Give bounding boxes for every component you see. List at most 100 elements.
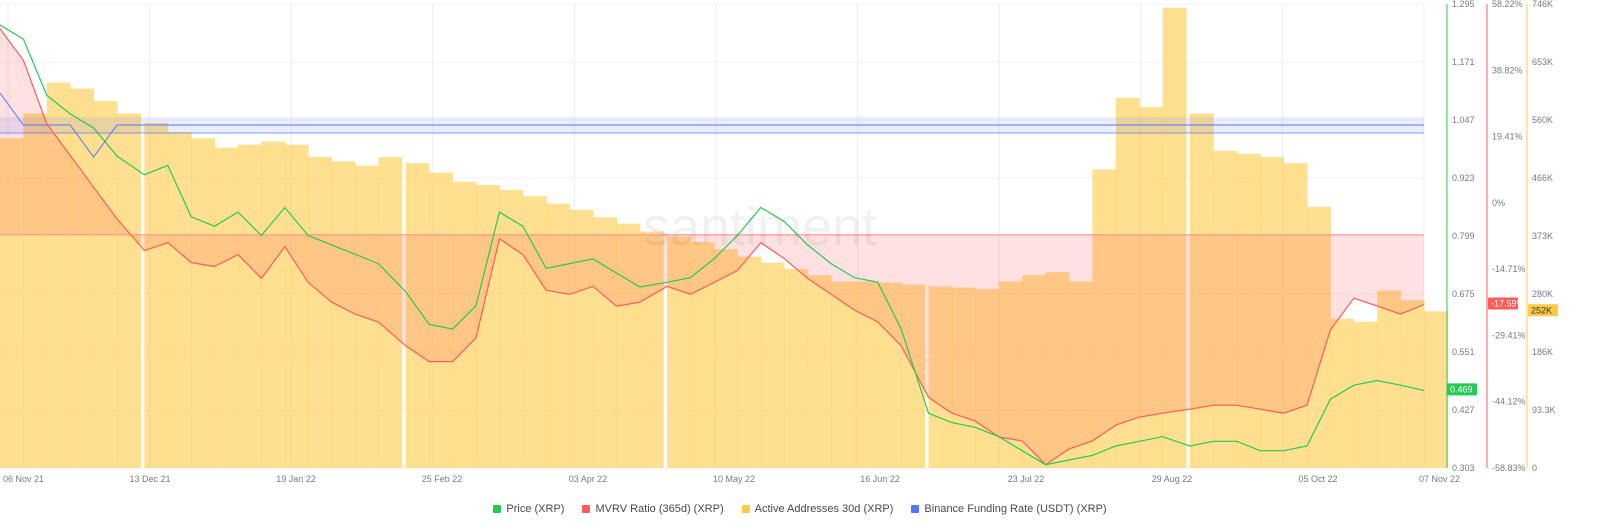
bar-active-addresses <box>452 181 477 468</box>
legend-label-addresses: Active Addresses 30d (XRP) <box>754 503 894 515</box>
series-mvrv-area <box>0 28 1424 465</box>
legend-item-funding[interactable]: Binance Funding Rate (USDT) (XRP) <box>911 503 1107 515</box>
axis-price-tick-label: 0.427 <box>1452 405 1475 415</box>
bar-active-addresses <box>593 217 617 468</box>
bar-active-addresses <box>167 132 192 468</box>
bar-active-addresses <box>1330 318 1355 468</box>
watermark: santiment <box>643 197 877 257</box>
axis-addresses-tick-label: 93.3K <box>1532 405 1556 415</box>
bar-active-addresses <box>261 141 286 468</box>
bar-active-addresses <box>854 281 879 468</box>
bar-active-addresses <box>784 269 809 468</box>
bar-active-addresses <box>405 163 430 468</box>
legend-swatch-mvrv <box>582 505 591 513</box>
x-axis-tick-label: 25 Feb 22 <box>422 474 463 484</box>
bar-active-addresses <box>667 236 691 468</box>
axis-mvrv-tick-label: 0% <box>1492 198 1505 208</box>
bar-active-addresses <box>1045 272 1070 468</box>
legend-item-price[interactable]: Price (XRP) <box>493 503 564 515</box>
bar-active-addresses <box>877 282 902 468</box>
bar-active-addresses <box>1424 311 1448 468</box>
bar-active-addresses <box>1283 163 1308 468</box>
x-axis-tick-label: 06 Nov 21 <box>3 474 44 484</box>
bar-active-addresses <box>690 242 715 468</box>
bar-active-addresses <box>331 161 356 468</box>
x-axis-tick-label: 13 Dec 21 <box>129 474 170 484</box>
bar-active-addresses <box>238 144 262 468</box>
bar-active-addresses <box>191 138 216 469</box>
axis-addresses-tick-label: 560K <box>1532 115 1553 125</box>
bar-active-addresses <box>546 203 571 468</box>
axis-price-tick-label: 0.551 <box>1452 347 1475 357</box>
axis-price-tick-label: 0.923 <box>1452 173 1475 183</box>
axis-mvrv-tick-label: 38.82% <box>1492 65 1523 75</box>
bar-active-addresses <box>144 122 169 469</box>
bar-active-addresses <box>0 138 24 469</box>
bar-active-addresses <box>998 281 1023 468</box>
bar-active-addresses <box>284 144 309 468</box>
bar-active-addresses <box>1162 7 1187 468</box>
axis-price-tick-label: 0.303 <box>1452 463 1475 473</box>
axis-price-tick-label: 1.047 <box>1452 115 1475 125</box>
svg-text:252K: 252K <box>1531 305 1552 315</box>
bar-active-addresses <box>429 172 454 468</box>
bar-active-addresses <box>760 262 785 468</box>
axis-price-tick-label: 1.171 <box>1452 57 1475 67</box>
bar-active-addresses <box>951 287 976 468</box>
axis-mvrv-tick-label: 58.22% <box>1492 0 1523 9</box>
bar-active-addresses <box>1236 153 1261 468</box>
axis-addresses-tick-label: 466K <box>1532 173 1553 183</box>
legend-item-mvrv[interactable]: MVRV Ratio (365d) (XRP) <box>582 503 724 515</box>
bar-active-addresses <box>499 190 524 468</box>
bar-active-addresses <box>1377 290 1402 468</box>
x-axis-tick-label: 23 Jul 22 <box>1008 474 1045 484</box>
legend-item-addresses[interactable]: Active Addresses 30d (XRP) <box>741 503 894 515</box>
bar-active-addresses <box>46 82 71 469</box>
series-price <box>0 24 1425 466</box>
chart-legend: Price (XRP) MVRV Ratio (365d) (XRP) Acti… <box>0 500 1600 518</box>
axis-price-tick-label: 1.295 <box>1452 0 1475 9</box>
x-axis-tick-label: 03 Apr 22 <box>569 474 608 484</box>
legend-label-price: Price (XRP) <box>506 503 565 515</box>
bar-active-addresses <box>1307 206 1331 469</box>
axis-mvrv-tick-label: -44.12% <box>1492 397 1526 407</box>
bar-active-addresses <box>1213 150 1238 469</box>
svg-text:-17.59%: -17.59% <box>1491 299 1525 309</box>
axis-addresses-tick-label: 280K <box>1532 289 1553 299</box>
axis-price-tick-label: 0.675 <box>1452 289 1475 299</box>
bar-active-addresses <box>616 223 641 468</box>
bar-active-addresses <box>70 88 95 468</box>
series-mvrv <box>0 28 1425 466</box>
bar-active-addresses <box>639 231 664 468</box>
svg-text:0.469: 0.469 <box>1450 384 1473 394</box>
bar-active-addresses <box>737 256 762 468</box>
bar-active-addresses <box>1092 169 1117 468</box>
axis-price-tick-label: 0.799 <box>1452 231 1475 241</box>
bar-active-addresses <box>928 286 953 468</box>
axis-mvrv-tick-label: -29.41% <box>1492 330 1526 340</box>
axis-mvrv-tick-label: 19.41% <box>1492 132 1523 142</box>
axis-mvrv-tick-label: -58.83% <box>1492 463 1526 473</box>
legend-swatch-funding <box>911 505 920 513</box>
bar-active-addresses <box>23 113 48 468</box>
bar-active-addresses <box>714 249 738 468</box>
axis-mvrv-tick-label: -14.71% <box>1492 264 1526 274</box>
chart-canvas: santiment 1.295 1.171 1.047 0.923 0.799 0.675 0… <box>0 0 1558 484</box>
axis-addresses-tick-label: 186K <box>1532 347 1553 357</box>
bar-active-addresses <box>355 165 379 468</box>
badge-mvrv-current: -17.59% <box>1488 297 1525 310</box>
legend-label-mvrv: MVRV Ratio (365d) (XRP) <box>595 503 724 515</box>
series-active-addresses <box>0 7 1448 469</box>
legend-swatch-price <box>493 505 502 513</box>
x-axis-tick-label: 10 May 22 <box>713 474 755 484</box>
bar-active-addresses <box>476 185 500 468</box>
bar-active-addresses <box>1069 281 1093 468</box>
x-axis-tick-label: 19 Jan 22 <box>276 474 316 484</box>
legend-swatch-addresses <box>741 505 750 513</box>
x-axis-tick-label: 05 Oct 22 <box>1298 474 1337 484</box>
x-axis-tick-label: 29 Aug 22 <box>1152 474 1193 484</box>
bar-active-addresses <box>901 284 926 468</box>
axis-addresses-tick-label: 0 <box>1532 463 1537 473</box>
x-axis-tick-label: 16 Jun 22 <box>860 474 900 484</box>
